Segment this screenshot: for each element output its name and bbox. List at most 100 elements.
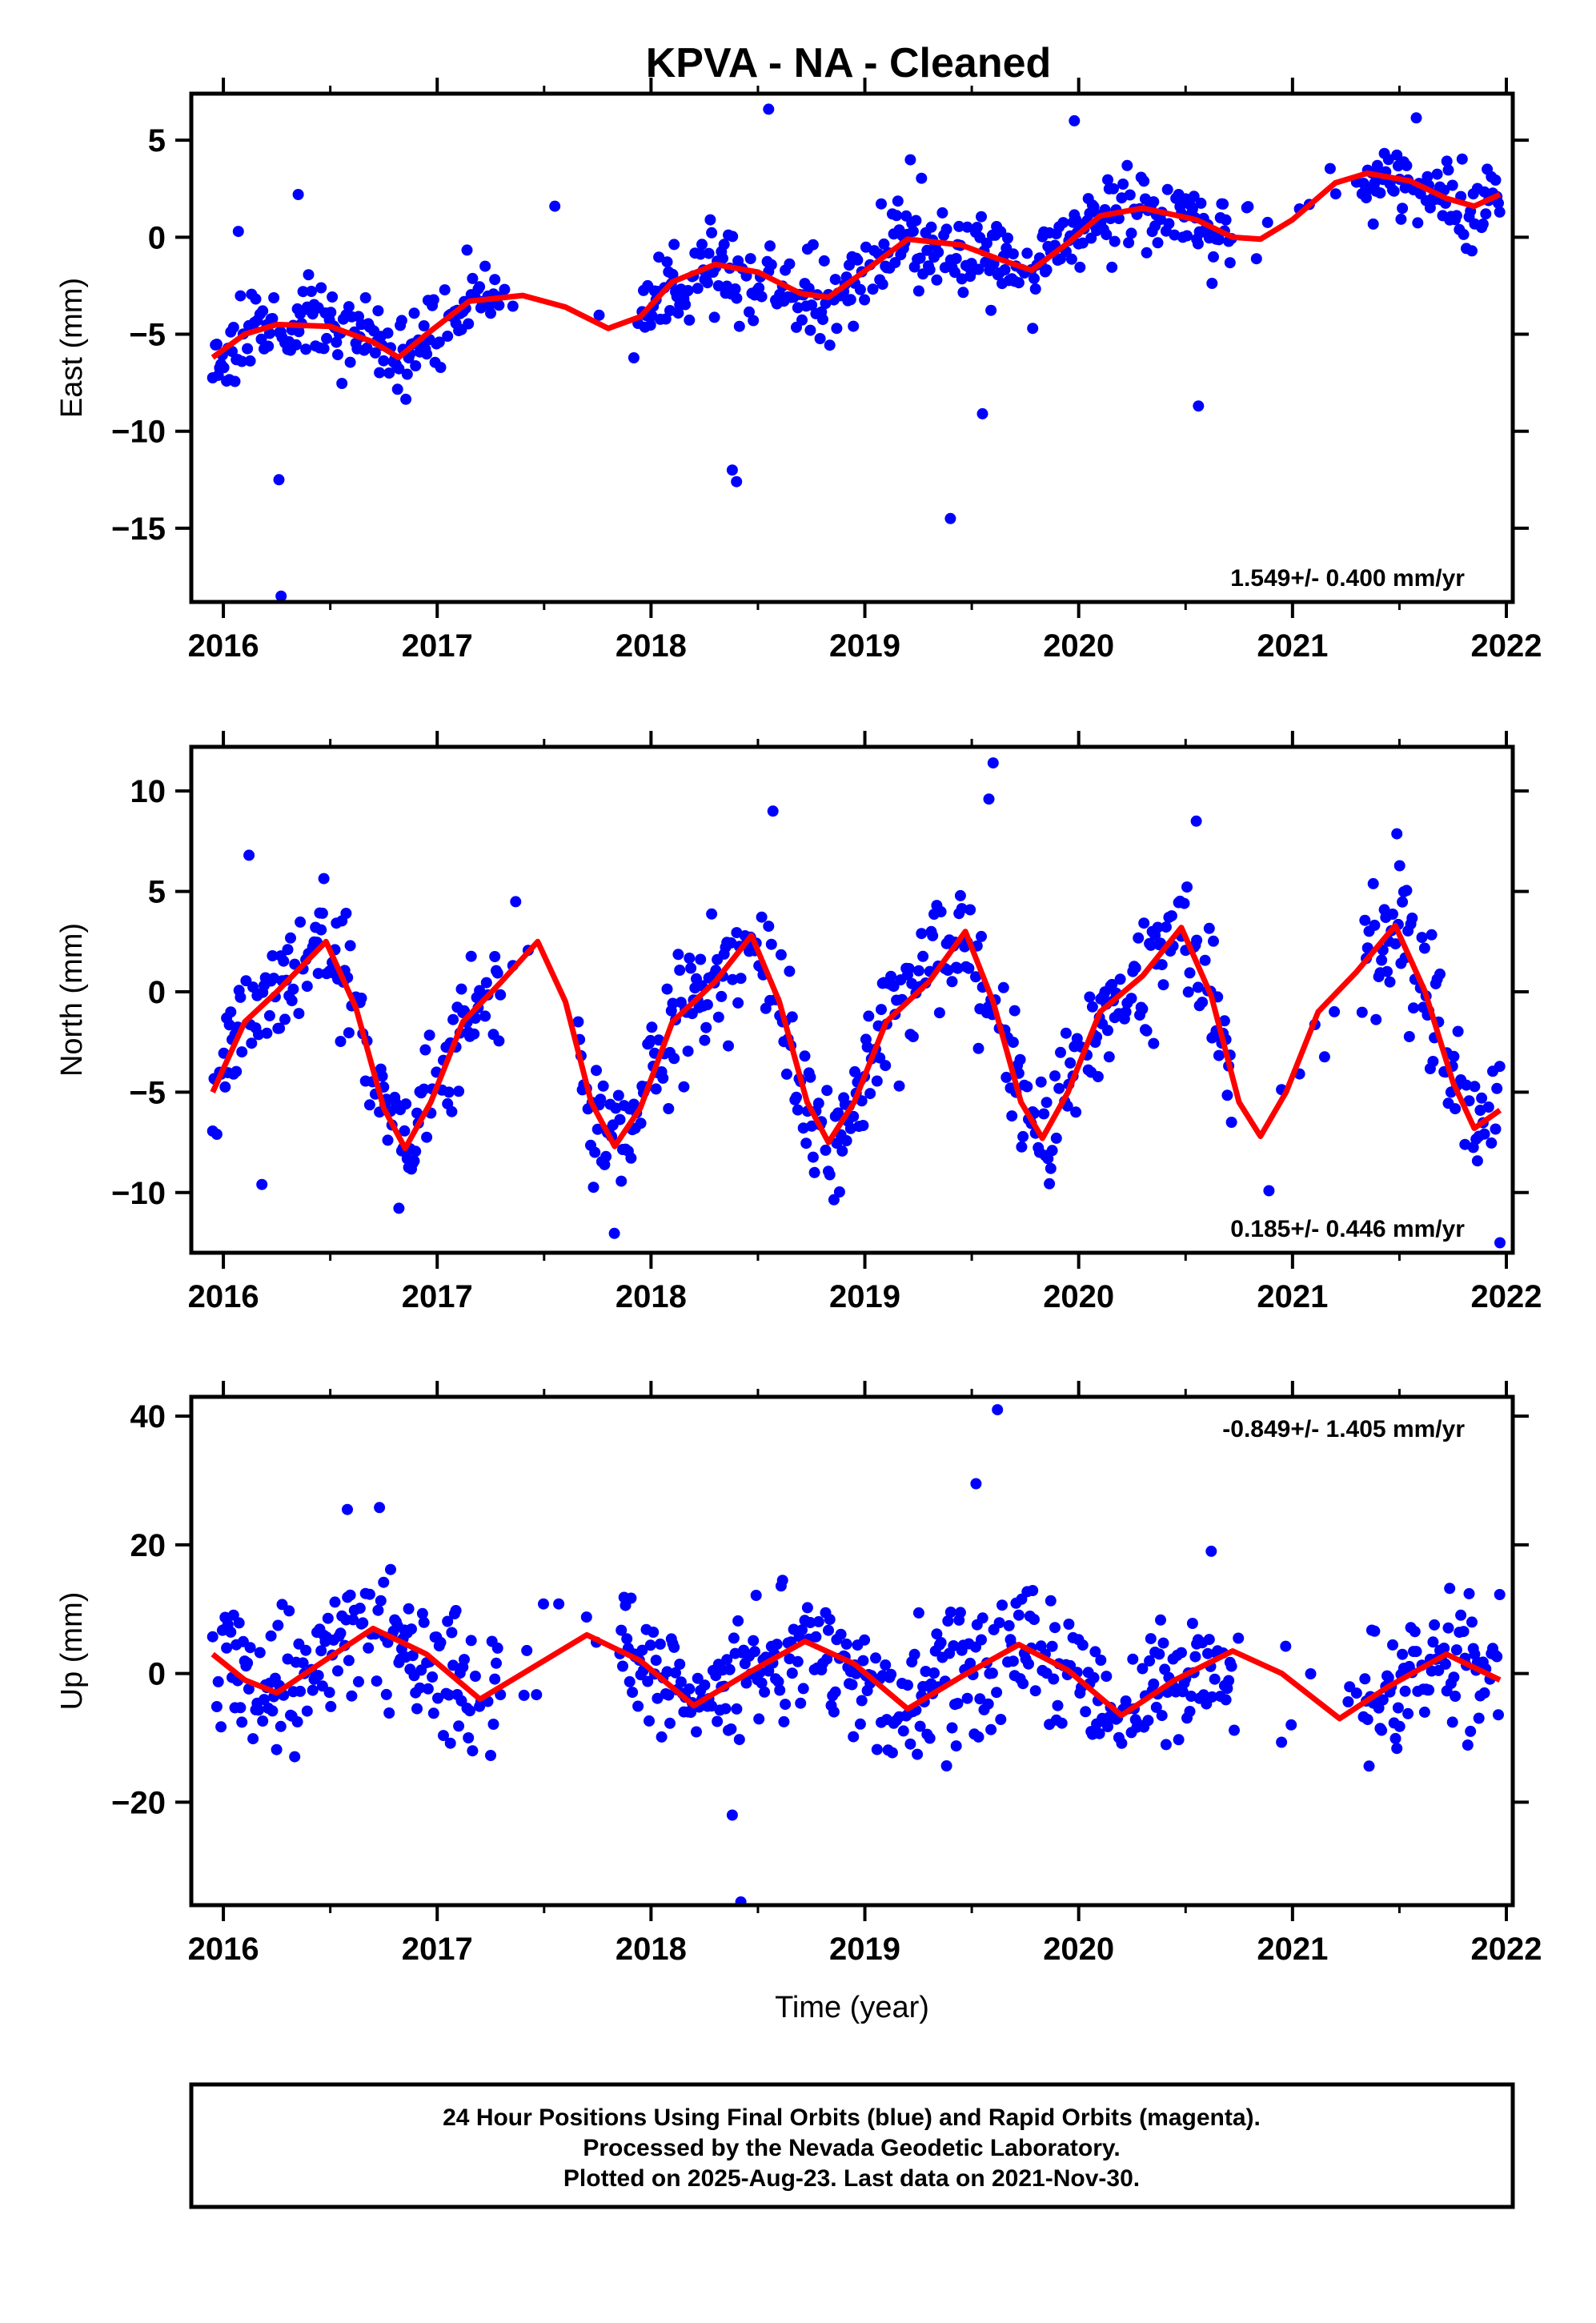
data-point <box>1001 1071 1013 1083</box>
data-point <box>1101 229 1113 241</box>
data-point <box>700 1021 712 1033</box>
x-tick-label: 2016 <box>188 1932 259 1967</box>
data-point <box>1318 1051 1330 1063</box>
data-point <box>380 1688 392 1700</box>
data-point <box>344 940 356 952</box>
data-point <box>479 1010 491 1022</box>
plot-frame <box>189 91 1515 604</box>
rate-annotation: 1.549+/- 0.400 mm/yr <box>1230 565 1465 592</box>
data-point <box>419 1044 431 1056</box>
y-tick-label: −10 <box>111 415 166 450</box>
data-point <box>1461 1079 1472 1091</box>
data-point <box>1441 155 1453 167</box>
data-point <box>267 950 279 961</box>
data-point <box>1017 1678 1029 1690</box>
data-point <box>1442 164 1454 176</box>
data-point <box>712 1011 724 1023</box>
data-point <box>806 299 818 311</box>
data-point <box>985 304 997 316</box>
data-point <box>786 1667 798 1679</box>
data-point <box>1397 896 1409 908</box>
data-point <box>1280 1640 1292 1652</box>
data-point <box>636 1644 648 1656</box>
data-point <box>661 983 673 995</box>
data-point <box>684 953 696 964</box>
data-point <box>628 352 640 363</box>
data-point <box>1397 1648 1409 1660</box>
data-point <box>1493 1709 1504 1721</box>
data-point <box>371 1675 383 1687</box>
data-point <box>771 1639 783 1651</box>
data-point <box>411 1703 423 1715</box>
model-curve <box>210 922 1502 1152</box>
data-point <box>831 1137 843 1149</box>
data-point <box>784 258 796 270</box>
data-point <box>487 1719 499 1730</box>
data-point <box>1446 179 1458 191</box>
data-point <box>467 1745 479 1757</box>
data-point <box>467 272 479 284</box>
data-point <box>1203 1634 1215 1646</box>
data-point <box>518 1689 530 1701</box>
data-point <box>1203 922 1215 934</box>
outlier-point <box>763 103 775 115</box>
data-point <box>1388 185 1400 197</box>
data-point <box>844 294 856 306</box>
data-point <box>750 1590 762 1601</box>
data-point <box>972 263 984 275</box>
data-point <box>207 1631 219 1643</box>
data-point <box>447 1013 459 1025</box>
data-point <box>897 1725 909 1737</box>
data-point <box>301 1705 313 1717</box>
data-point <box>423 1029 435 1041</box>
data-point <box>307 1684 319 1696</box>
data-point <box>1163 218 1175 230</box>
data-point <box>797 1683 809 1695</box>
data-point <box>1370 1013 1382 1025</box>
data-point <box>465 1635 477 1647</box>
data-point <box>463 1732 475 1743</box>
data-point <box>976 930 987 942</box>
data-point <box>427 1671 439 1683</box>
data-point <box>1049 1622 1061 1634</box>
data-point <box>465 950 477 962</box>
data-point <box>1412 217 1424 229</box>
data-point <box>997 981 1009 993</box>
data-point <box>459 1654 470 1666</box>
panel-2: 2016 2017 2018 2019 2020 2021 2022 10 5 0 −5 −10 Nor… <box>55 731 1542 1314</box>
data-point <box>335 1627 347 1639</box>
data-point <box>493 299 505 311</box>
data-point <box>891 210 903 222</box>
data-point <box>407 1650 419 1662</box>
data-point <box>1466 245 1478 257</box>
data-point <box>344 1589 356 1601</box>
data-point <box>219 1081 231 1093</box>
data-point <box>950 1740 962 1752</box>
data-point <box>1450 210 1462 222</box>
data-point <box>485 307 496 319</box>
x-axis-title: Time (year) <box>775 1991 929 2024</box>
data-point <box>521 1644 533 1656</box>
data-point <box>1077 237 1089 249</box>
data-point <box>1153 1648 1165 1660</box>
data-point <box>1188 191 1200 203</box>
data-point <box>442 1615 454 1627</box>
data-point <box>668 239 680 251</box>
data-point <box>453 1085 465 1097</box>
data-point <box>1448 1050 1460 1062</box>
outlier-point <box>987 757 999 769</box>
data-point <box>1003 1619 1015 1631</box>
data-point <box>1035 1076 1047 1088</box>
y-tick-label: 5 <box>148 875 166 910</box>
x-tick-label: 2021 <box>1257 628 1328 664</box>
data-point <box>801 1602 813 1614</box>
data-point <box>1181 881 1193 893</box>
x-tick-label: 2020 <box>1043 1279 1114 1314</box>
data-point <box>936 207 948 219</box>
data-point <box>263 327 275 339</box>
data-point <box>1148 1678 1160 1690</box>
data-point <box>215 1721 227 1733</box>
data-point <box>772 1675 784 1687</box>
data-point <box>814 333 826 344</box>
data-point <box>316 907 328 919</box>
